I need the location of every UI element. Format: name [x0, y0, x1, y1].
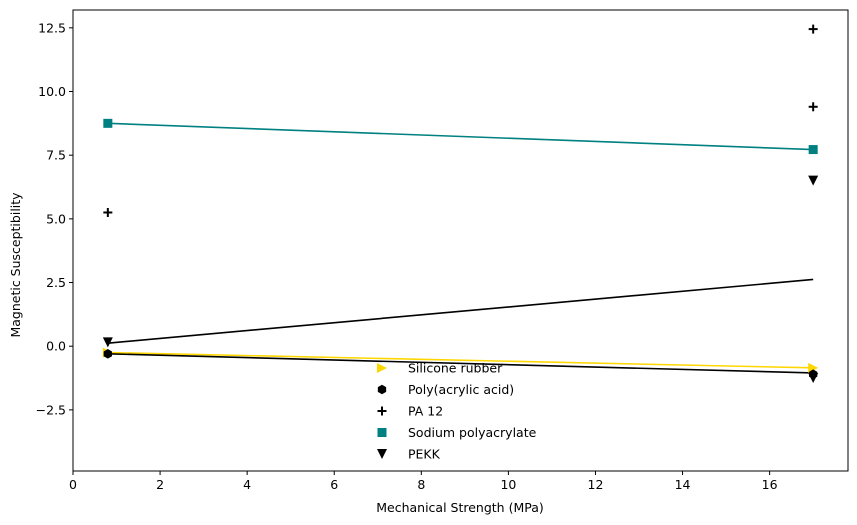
point-series-2 [808, 102, 818, 112]
x-tick-label: 10 [500, 477, 516, 492]
y-axis-label: Magnetic Susceptibility [8, 192, 23, 338]
y-tick-label: 12.5 [38, 20, 66, 35]
legend-label-0: Silicone rubber [408, 361, 503, 376]
point-series-4 [808, 175, 819, 186]
axes: 0 2 4 6 8 10 12 14 16 −2.5 0.0 2.5 5.0 7.5 10.0 12.5 [36, 9, 849, 492]
fit-line-series-3 [107, 122, 814, 151]
x-tick-label: 2 [156, 477, 164, 492]
x-axis-label: Mechanical Strength (MPa) [376, 500, 544, 515]
point-series-3 [808, 145, 818, 155]
legend-marker-2 [377, 406, 387, 416]
y-tick-label: 7.5 [46, 148, 66, 163]
x-tick-label: 14 [675, 477, 691, 492]
x-tick-label: 16 [762, 477, 778, 492]
x-tick-label: 4 [243, 477, 251, 492]
point-series-2 [103, 207, 113, 217]
point-series-3 [103, 118, 113, 128]
x-tick-label: 12 [588, 477, 604, 492]
legend-label-1: Poly(acrylic acid) [408, 382, 514, 397]
point-series-2 [808, 24, 818, 34]
fit-line-series-4 [107, 278, 814, 344]
point-series-4 [808, 373, 819, 384]
point-series-4 [102, 337, 113, 348]
legend-label-3: Sodium polyacrylate [408, 425, 537, 440]
y-tick-label: 10.0 [38, 84, 66, 99]
legend-marker-4 [377, 449, 387, 459]
chart-marks [102, 24, 819, 384]
point-series-1 [103, 349, 112, 359]
y-tick-label: 5.0 [46, 211, 66, 226]
legend-label-4: PEKK [408, 447, 441, 462]
legend-label-2: PA 12 [408, 404, 443, 419]
x-tick-label: 0 [69, 477, 77, 492]
y-tick-label: 2.5 [46, 275, 66, 290]
x-tick-label: 6 [330, 477, 338, 492]
y-tick-label: 0.0 [46, 339, 66, 354]
legend-marker-0 [377, 363, 387, 373]
legend-marker-1 [377, 384, 387, 395]
fit-line-series-0 [107, 351, 814, 369]
legend: Silicone rubber Poly(acrylic acid) PA 12 So… [377, 361, 537, 462]
legend-marker-3 [377, 428, 387, 437]
plot-frame [72, 9, 849, 472]
y-tick-label: −2.5 [36, 402, 66, 417]
x-tick-label: 8 [417, 477, 425, 492]
fit-line-series-1 [107, 353, 814, 374]
point-series-0 [808, 362, 819, 373]
